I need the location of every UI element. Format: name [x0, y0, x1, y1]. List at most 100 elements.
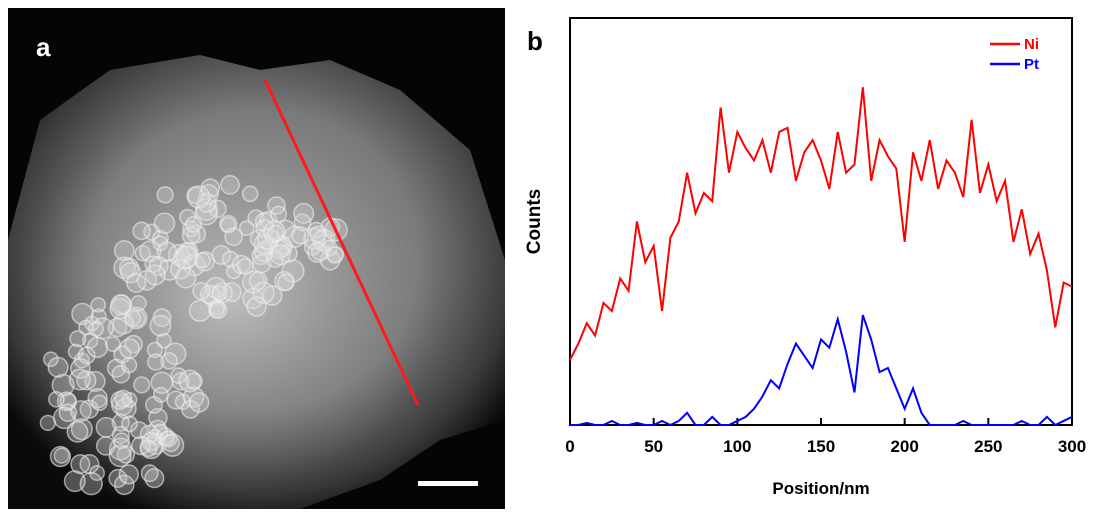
nanoparticle — [47, 356, 69, 378]
nanoparticle — [224, 227, 243, 247]
nanoparticle — [118, 464, 139, 485]
micrograph — [8, 8, 505, 509]
nanoparticle — [49, 445, 72, 468]
nanoparticle — [87, 388, 108, 409]
nanoparticle — [150, 371, 174, 395]
nanoparticle — [220, 174, 240, 195]
nanoparticle — [270, 205, 288, 223]
nanoparticle — [181, 399, 201, 419]
nanoparticle — [246, 296, 267, 317]
nanoparticle — [129, 421, 149, 440]
nanoparticle — [293, 202, 315, 224]
nanoparticle — [86, 336, 109, 358]
nanoparticle — [91, 394, 108, 412]
nanoparticle — [131, 435, 151, 456]
nanoparticle — [309, 225, 327, 243]
nanoparticle — [152, 386, 169, 403]
nanoparticle — [170, 367, 187, 384]
nanoparticle — [66, 420, 89, 443]
data-line — [569, 87, 1073, 361]
nanoparticle — [115, 397, 137, 420]
nanoparticle — [113, 432, 130, 450]
nanoparticles — [39, 174, 348, 496]
nanoparticle — [147, 353, 165, 371]
nanoparticle — [53, 447, 70, 464]
nanoparticle — [174, 267, 197, 289]
nanoparticle — [114, 389, 133, 408]
nanoparticle — [90, 308, 107, 325]
nanoparticle — [43, 351, 59, 368]
nanoparticle — [113, 240, 135, 261]
nanoparticle — [95, 416, 117, 438]
legend-label: Ni — [1024, 36, 1039, 53]
nanoparticle — [156, 241, 178, 262]
nanoparticle — [144, 264, 166, 286]
nanoparticle — [120, 262, 142, 284]
nanoparticle — [133, 376, 151, 394]
nanoparticle — [153, 212, 176, 235]
nanoparticle — [267, 224, 284, 242]
x-tick-label: 100 — [723, 437, 751, 456]
nanoparticle — [194, 252, 211, 269]
nanoparticle — [156, 332, 172, 349]
scan-line — [263, 79, 420, 406]
nanoparticle — [237, 258, 254, 275]
nanoparticle — [182, 220, 200, 238]
nanoparticle — [187, 185, 211, 209]
x-tick-label: 250 — [974, 437, 1002, 456]
nanoparticle — [160, 433, 185, 457]
nanoparticle — [68, 368, 91, 391]
nanoparticle — [124, 334, 143, 354]
nanoparticle — [126, 272, 147, 293]
nanoparticle — [58, 403, 78, 423]
nanoparticle — [188, 392, 210, 413]
panel-label: a — [36, 32, 51, 62]
x-tick-label: 300 — [1058, 437, 1086, 456]
nanoparticle — [120, 356, 138, 374]
nanoparticle — [149, 314, 172, 337]
nanoparticle — [144, 468, 165, 489]
nanoparticle — [48, 391, 65, 408]
nanoparticle — [70, 358, 91, 379]
nanoparticle — [71, 302, 94, 326]
nanoparticle — [238, 220, 255, 237]
nanoparticle — [221, 250, 239, 268]
nanoparticle — [160, 352, 178, 370]
nanoparticle — [152, 235, 169, 252]
chart: 0 50 100 150 200 250 300 Position/nm Counts Ni Pt — [524, 17, 1086, 498]
nanoparticle — [113, 474, 135, 496]
nanoparticle — [185, 372, 203, 390]
y-axis-label: Counts — [524, 189, 545, 254]
nanoparticle — [251, 246, 270, 266]
plot-frame — [569, 17, 1073, 426]
nanoparticle — [192, 281, 211, 301]
nanoparticle — [132, 221, 151, 241]
x-tick-label: 200 — [890, 437, 918, 456]
nanoparticle — [90, 297, 107, 313]
x-axis-label: Position/nm — [772, 479, 869, 498]
nanoparticle — [178, 369, 202, 393]
panel-label: b — [527, 26, 543, 56]
legend-label: Pt — [1024, 56, 1039, 73]
x-tick-label: 50 — [644, 437, 663, 456]
nanoparticle — [70, 454, 91, 475]
nanoparticle — [108, 444, 132, 468]
nanoparticle — [277, 273, 295, 292]
data-line — [570, 314, 1073, 427]
x-tick-label: 150 — [807, 437, 835, 456]
nanoparticle — [241, 185, 259, 203]
nanoparticle — [194, 197, 218, 221]
nanoparticle — [252, 281, 275, 304]
nanoparticle — [69, 330, 87, 348]
nanoparticle — [291, 226, 310, 245]
nanoparticle — [125, 306, 148, 330]
nanoparticle — [121, 415, 138, 433]
nanoparticle — [88, 320, 104, 337]
nanoparticle — [39, 414, 57, 432]
nanoparticle — [326, 245, 344, 264]
nanoparticle — [209, 300, 228, 319]
nanoparticle — [307, 242, 328, 263]
nanoparticle — [79, 471, 103, 496]
nanoparticle — [110, 294, 132, 316]
